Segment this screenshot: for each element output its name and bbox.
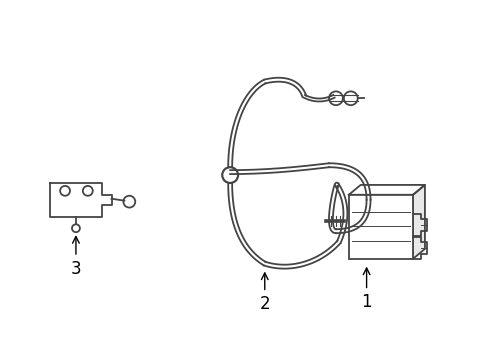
- Text: 3: 3: [70, 237, 81, 278]
- Text: 2: 2: [259, 273, 269, 313]
- Polygon shape: [348, 185, 424, 195]
- Polygon shape: [412, 185, 424, 259]
- Text: 1: 1: [361, 268, 371, 311]
- Bar: [348, 195, 412, 259]
- Polygon shape: [50, 183, 111, 217]
